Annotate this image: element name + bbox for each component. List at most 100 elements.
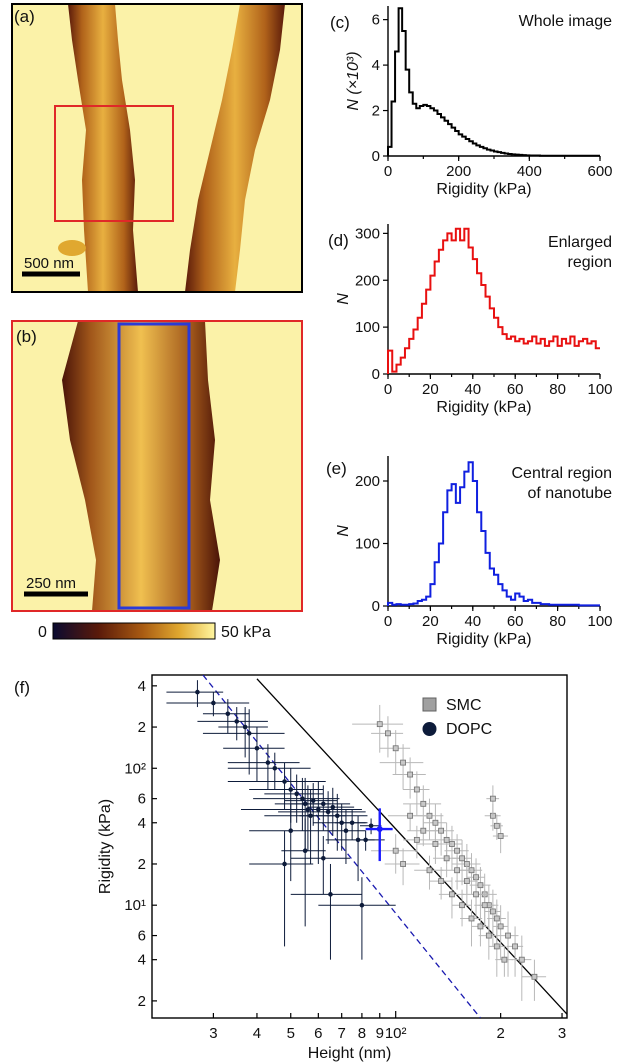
scatter-f-ytick-label: 4 <box>138 678 146 695</box>
scatter-point <box>288 787 294 792</box>
scatter-point <box>328 892 333 897</box>
hist-d-xtick-label: 80 <box>549 381 566 398</box>
hist-d-xtick-label: 40 <box>464 381 481 398</box>
scatter-f-xlabel: Height (nm) <box>308 1045 392 1062</box>
colorbar-gradient <box>52 622 216 640</box>
hist-d-ytick-label: 200 <box>355 272 380 289</box>
hist-c-xtick-label: 0 <box>384 163 392 180</box>
scatter-point <box>310 798 316 803</box>
scatter-f-ytick-label: 10² <box>124 760 146 777</box>
hist-d-annotation: region <box>568 254 612 271</box>
scatter-point <box>302 848 308 854</box>
scatter-point <box>288 828 294 833</box>
scatter-point <box>321 856 326 861</box>
scatter-point <box>459 902 465 909</box>
hist-d-series <box>387 227 600 374</box>
hist-c-xtick-label: 200 <box>446 163 471 180</box>
scatter-point <box>211 700 216 706</box>
hist-e-annotation: of nanotube <box>527 485 612 502</box>
scatter-f-panel-label: (f) <box>14 678 30 697</box>
hist-d-ytick-label: 0 <box>372 366 380 383</box>
scatter-point <box>493 822 500 829</box>
panel-a: (a) 500 nm <box>11 3 303 293</box>
hist-d-xtick-label: 20 <box>422 381 439 398</box>
scatter-point <box>501 956 508 963</box>
nanotube-b <box>62 321 220 611</box>
scatter-point <box>392 745 399 752</box>
scatter-point <box>400 861 406 867</box>
hist-c-panel-label: (c) <box>330 13 350 32</box>
scatter-point <box>368 823 374 829</box>
scatter-point <box>489 908 496 915</box>
scatter-point <box>454 847 460 854</box>
hist-e-panel-label: (e) <box>326 459 347 478</box>
scatter-point <box>282 779 287 784</box>
histogram-c: 0 200 400 600 0 2 4 6 (c) Whole image Rigidity (kP… <box>330 6 613 198</box>
enlarged-region-box <box>54 105 174 222</box>
scatter-f-ytick-label: 2 <box>138 719 146 736</box>
scatter-point <box>443 836 450 843</box>
scatter-point <box>330 804 336 810</box>
scatter-f-xtick-label: 7 <box>338 1025 346 1042</box>
scatter-f-ytick-label: 2 <box>138 993 146 1010</box>
scatter-point <box>225 711 231 717</box>
scatter-f-series-dopc <box>166 680 396 960</box>
scatter-point <box>493 915 500 922</box>
scatter-point <box>489 795 496 802</box>
scatter-point <box>413 786 420 793</box>
hist-e-xtick-label: 40 <box>464 613 481 630</box>
hist-e-ytick-label: 100 <box>355 536 380 553</box>
hist-c-annotation: Whole image <box>519 13 612 30</box>
scatter-point <box>359 902 365 908</box>
scatter-point <box>325 809 331 815</box>
scatter-f-xtick-label: 2 <box>496 1025 504 1042</box>
scatter-point <box>254 745 260 751</box>
hist-c-series <box>387 7 600 157</box>
hist-e-ytick-label: 200 <box>355 473 380 490</box>
scatter-point <box>531 973 538 980</box>
scatter-f-xtick-label: 8 <box>358 1025 366 1042</box>
scatter-f-ytick-label: 4 <box>138 952 146 969</box>
panel-b-label: (b) <box>16 327 37 346</box>
scatter-f-xtick-label: 3 <box>209 1025 217 1042</box>
hist-e-ylabel: N <box>335 525 352 537</box>
hist-d-ytick-label: 100 <box>355 319 380 336</box>
scatter-point <box>426 867 433 874</box>
scatter-point <box>343 828 349 833</box>
hist-e-ytick-label: 0 <box>372 598 380 615</box>
scatter-point <box>481 902 488 909</box>
scatter-f-ylabel: Rigidity (kPa) <box>97 799 114 894</box>
hist-c-ytick-label: 0 <box>372 148 380 165</box>
hist-e-series <box>387 461 600 607</box>
hist-e-xtick-label: 100 <box>587 613 612 630</box>
scatter-point <box>443 855 450 862</box>
colorbar-max: 50 kPa <box>221 624 271 641</box>
scatter-point <box>438 827 445 834</box>
scatter-point <box>454 867 460 874</box>
scatter-point <box>294 791 299 797</box>
scatter-f-xtick-label: 5 <box>287 1025 295 1042</box>
central-region-box <box>117 322 191 610</box>
hist-c-ytick-label: 2 <box>372 103 380 120</box>
scatter-point <box>497 923 504 930</box>
scatter-point <box>505 932 511 939</box>
scatter-point <box>459 855 465 862</box>
hist-d-ylabel: N <box>335 293 352 305</box>
hist-e-xlabel: Rigidity (kPa) <box>436 631 531 648</box>
scatter-point <box>242 724 248 730</box>
hist-d-annotation: Enlarged <box>548 234 612 251</box>
scatter-point <box>449 891 455 898</box>
scatter-point <box>512 943 518 950</box>
scatter-point <box>363 837 368 843</box>
scatter-point <box>477 882 484 889</box>
scatter-point <box>463 878 470 884</box>
scatter-point <box>282 861 287 867</box>
scatter-f-frame <box>151 674 568 1019</box>
hist-e-xtick-label: 60 <box>507 613 524 630</box>
scatter-point <box>477 923 484 930</box>
scatter-point <box>468 915 475 922</box>
hist-c-xtick-label: 400 <box>517 163 542 180</box>
scalebar-a-label: 500 nm <box>24 255 74 272</box>
scatter-f-ytick-label: 2 <box>138 856 146 873</box>
